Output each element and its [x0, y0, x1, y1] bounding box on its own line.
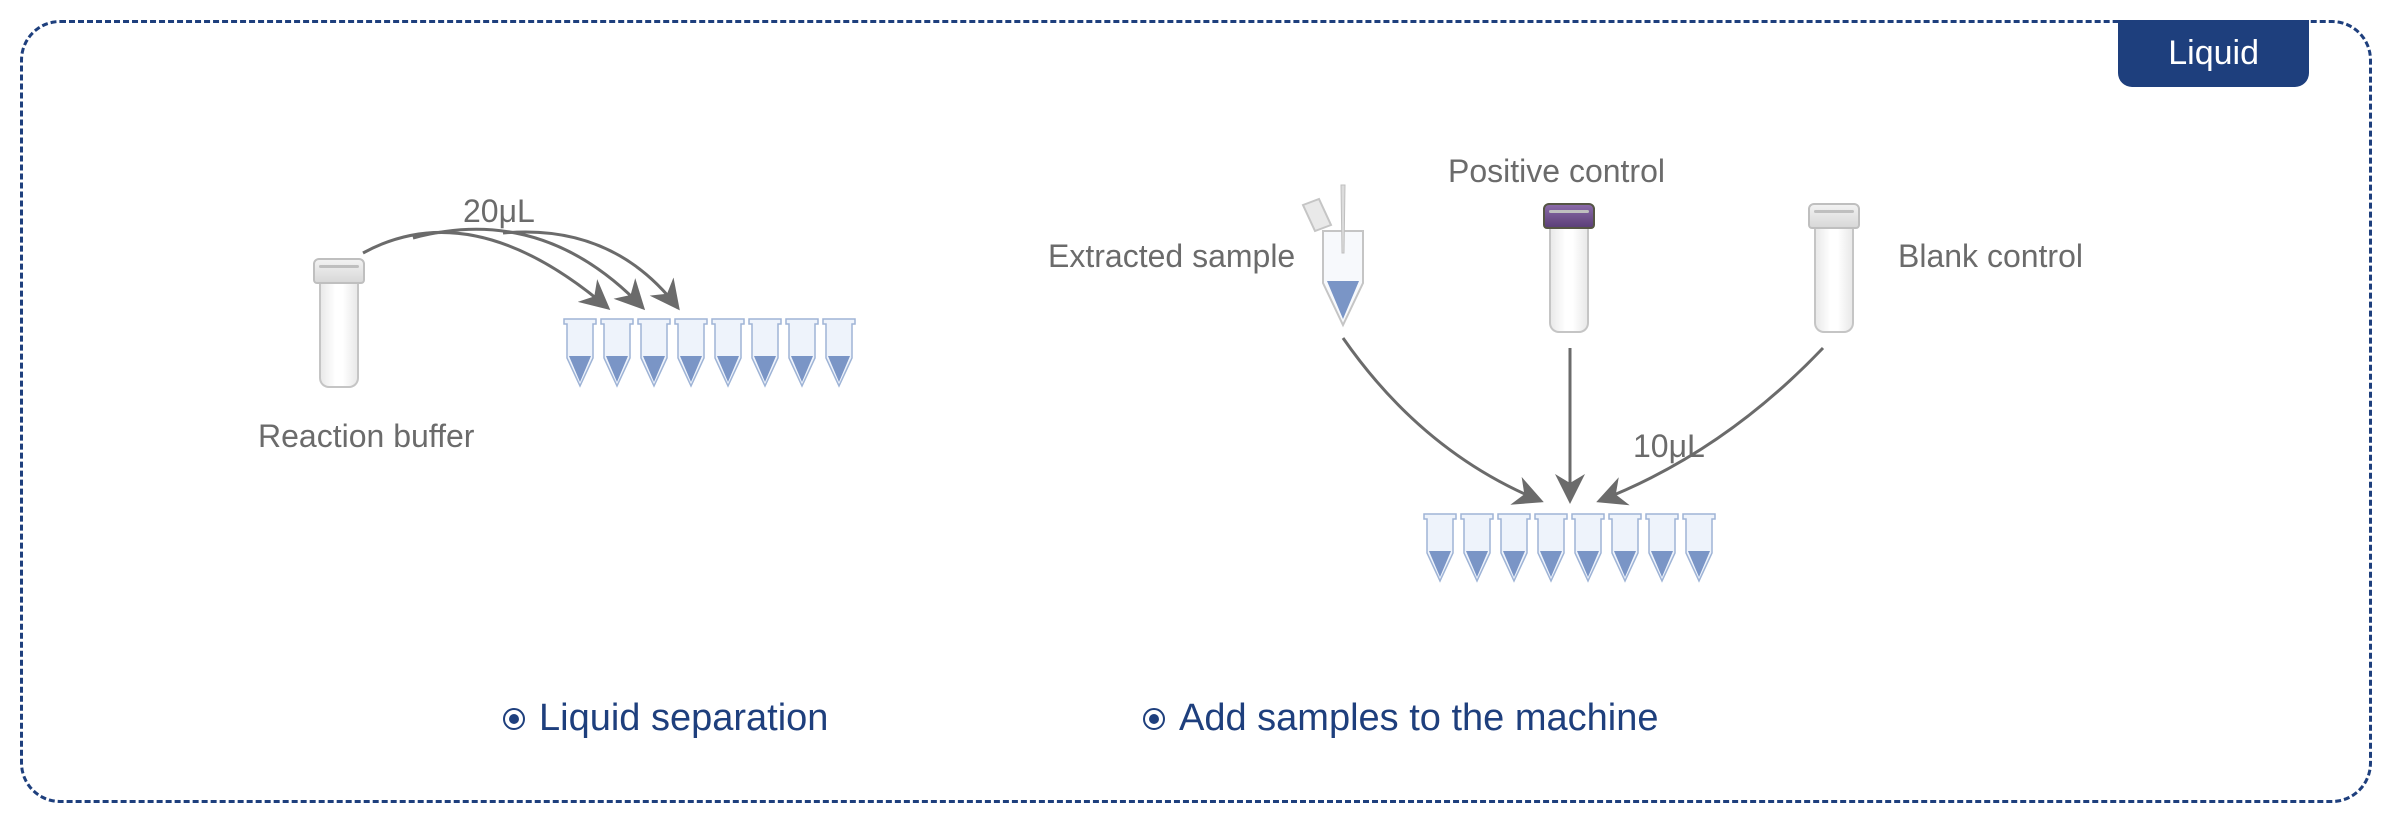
left-caption-text: Liquid separation [539, 697, 828, 740]
positive-control-vial [1543, 203, 1595, 343]
blank-control-vial [1808, 203, 1860, 343]
reaction-buffer-label: Reaction buffer [258, 418, 474, 455]
extracted-sample-label: Extracted sample [1048, 238, 1295, 275]
right-caption-text: Add samples to the machine [1179, 697, 1659, 740]
bullet-icon [1143, 708, 1165, 730]
blank-control-label: Blank control [1898, 238, 2083, 275]
right-arrows [1303, 323, 1863, 523]
extracted-sample-tube [1313, 203, 1373, 333]
positive-control-label: Positive control [1448, 153, 1665, 190]
liquid-panel: Liquid Reaction buffer 20μL Liquid separ… [20, 20, 2372, 803]
right-pcr-strip [1423, 513, 1716, 585]
left-caption: Liquid separation [503, 697, 828, 740]
left-pcr-strip [563, 318, 856, 390]
liquid-badge: Liquid [2118, 20, 2309, 87]
right-caption: Add samples to the machine [1143, 697, 1659, 740]
bullet-icon [503, 708, 525, 730]
